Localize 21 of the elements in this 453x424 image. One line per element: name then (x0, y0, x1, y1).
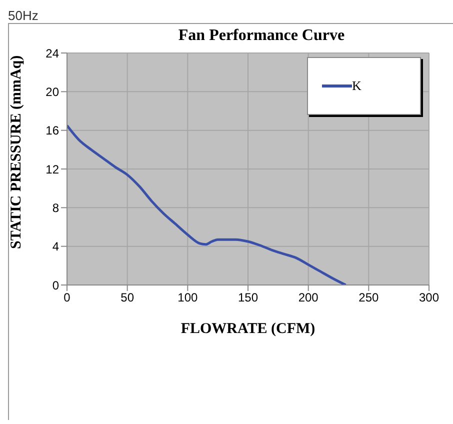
x-tick-label: 100 (178, 290, 198, 305)
y-tick-label: 24 (46, 46, 60, 60)
x-tick-label: 0 (64, 290, 71, 305)
x-tick-label: 200 (298, 290, 319, 305)
legend-frame: K (307, 57, 421, 115)
y-tick-label: 12 (46, 162, 60, 176)
y-tick-label: 4 (52, 240, 60, 254)
line-series (67, 124, 347, 285)
y-tick-label: 0 (52, 278, 60, 292)
x-tick-label: 150 (238, 290, 258, 305)
y-tick-label: 8 (52, 200, 60, 215)
x-axis-title: FLOWRATE (CFM) (180, 321, 316, 337)
text: 50Hz (8, 8, 40, 23)
x-tick-label: 300 (418, 290, 440, 305)
x-tick-label: 250 (358, 290, 379, 305)
legend-label: K (352, 78, 362, 94)
y-tick-label: 16 (46, 124, 60, 138)
chart-title: Fan Performance Curve (177, 27, 346, 45)
y-axis-title: STATIC PRESSURE (mmAq) (8, 55, 24, 249)
y-tick-label: 20 (46, 84, 60, 99)
x-tick-label: 50 (120, 290, 134, 305)
